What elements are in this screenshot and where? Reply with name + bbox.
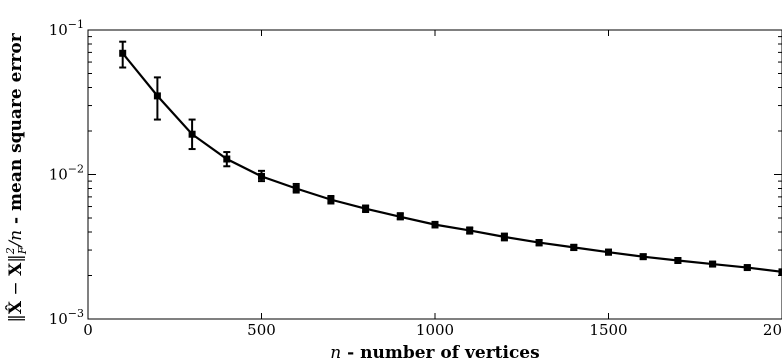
error-bars <box>119 40 782 275</box>
data-point <box>188 130 196 138</box>
data-point <box>778 268 782 276</box>
data-point <box>500 233 508 241</box>
data-point <box>396 213 404 221</box>
series-markers <box>119 49 782 276</box>
data-point <box>292 185 300 193</box>
y-tick-label: 10−2 <box>49 163 84 184</box>
x-axis-ticks: 0 500 1000 1500 2000 <box>83 30 782 339</box>
x-tick-label: 1500 <box>589 321 627 339</box>
y-tick-label: 10−3 <box>49 307 84 328</box>
data-point <box>466 226 474 234</box>
data-point <box>258 172 265 180</box>
data-point <box>570 243 578 251</box>
data-point <box>153 92 161 100</box>
data-point <box>709 260 717 268</box>
data-point <box>743 264 751 272</box>
data-point <box>535 239 543 247</box>
data-point <box>223 155 231 163</box>
data-point <box>605 248 612 256</box>
y-axis-ticks: 10−3 10−2 10−1 <box>49 18 782 328</box>
data-point <box>639 253 647 261</box>
x-axis-label: n - number of vertices <box>330 343 539 363</box>
y-tick-label: 10−1 <box>49 18 84 39</box>
data-point <box>327 196 335 204</box>
data-point <box>119 49 127 57</box>
x-tick-label: 2000 <box>763 321 782 339</box>
series-line <box>121 52 782 273</box>
x-tick-label: 0 <box>83 321 93 339</box>
plot-frame <box>87 29 782 320</box>
y-axis-label: ‖X̂ − X‖2F/n - mean square error <box>4 32 29 322</box>
x-tick-label: 500 <box>247 321 276 339</box>
data-point <box>431 221 439 229</box>
x-tick-label: 1000 <box>416 321 454 339</box>
data-point <box>674 257 682 265</box>
data-point <box>362 205 370 213</box>
